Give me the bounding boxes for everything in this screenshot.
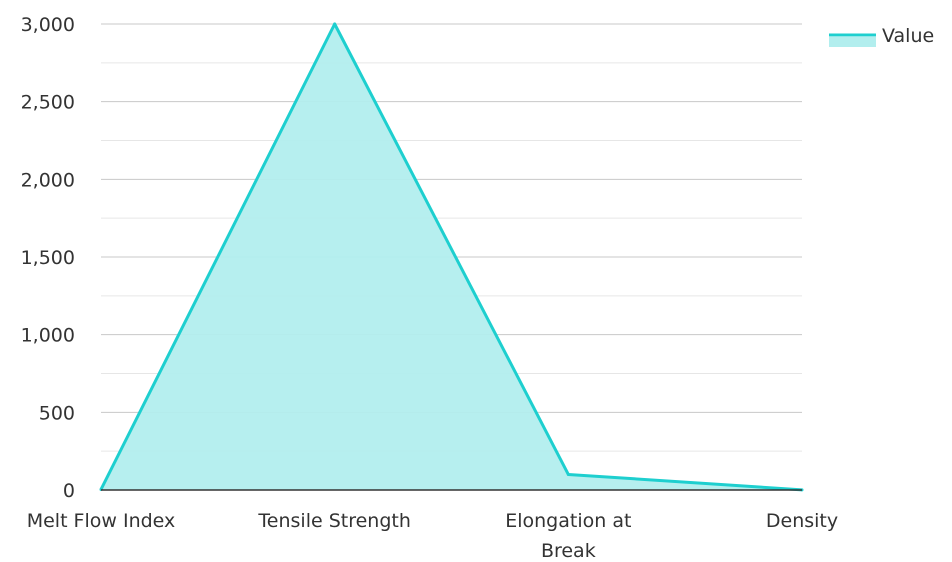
data-point-2 [566, 472, 570, 476]
x-tick-label: Melt Flow Index [27, 510, 176, 532]
y-tick-label: 0 [63, 480, 75, 502]
y-tick-label: 2,000 [21, 169, 75, 191]
x-tick-label: Density [766, 510, 838, 532]
y-axis-tick-labels: 0 500 1,000 1,500 2,000 2,500 3,000 [21, 14, 75, 502]
y-tick-label: 1,500 [21, 247, 75, 269]
y-tick-label: 2,500 [21, 92, 75, 114]
x-tick-label: Elongation at Break [505, 510, 631, 562]
legend-swatch-fill [829, 37, 876, 47]
series-area [99, 22, 804, 492]
y-tick-label: 500 [39, 402, 75, 424]
x-tick-label: Tensile Strength [257, 510, 410, 532]
series-value-line [99, 22, 803, 492]
x-axis-tick-labels: Melt Flow Index Tensile Strength Elongatio… [27, 510, 838, 562]
legend-label-value: Value [882, 25, 934, 47]
y-tick-label: 1,000 [21, 325, 75, 347]
y-tick-label: 3,000 [21, 14, 75, 36]
legend: Value [829, 25, 934, 47]
data-point-1 [333, 22, 337, 26]
